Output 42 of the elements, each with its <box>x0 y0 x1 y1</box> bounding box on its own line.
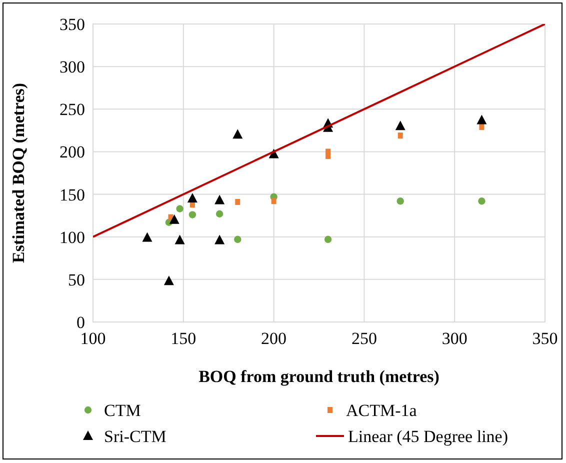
x-tick-label: 200 <box>261 329 287 348</box>
point <box>395 120 406 130</box>
point <box>398 132 403 139</box>
y-tick-label: 350 <box>60 15 85 34</box>
point <box>271 198 276 204</box>
x-tick-label: 300 <box>442 329 468 348</box>
y-tick-label: 100 <box>60 228 85 247</box>
y-tick-label: 50 <box>68 270 85 290</box>
point <box>476 114 487 124</box>
y-tick-label: 0 <box>76 313 85 332</box>
legend-label: ACTM-1a <box>346 401 418 420</box>
x-tick-label: 350 <box>532 329 558 348</box>
x-tick-label: 250 <box>351 329 377 348</box>
point <box>176 205 184 212</box>
y-axis-title: Estimated BOQ (metres) <box>9 82 28 264</box>
point <box>142 232 152 242</box>
point <box>479 124 484 130</box>
point <box>478 197 486 205</box>
y-tick-label: 250 <box>60 100 85 120</box>
point <box>326 148 331 155</box>
x-tick-label: 100 <box>80 329 106 348</box>
y-tick-label: 200 <box>60 142 85 162</box>
point <box>214 194 225 204</box>
point <box>396 197 404 205</box>
legend-label: Sri-CTM <box>104 427 166 446</box>
point <box>169 214 180 224</box>
point <box>235 198 240 205</box>
x-axis-title: BOQ from ground truth (metres) <box>198 367 440 386</box>
point <box>232 129 243 139</box>
legend-label: Linear (45 Degree line) <box>348 427 508 446</box>
point <box>164 276 174 286</box>
x-tick-label: 150 <box>170 329 196 348</box>
point <box>216 210 224 218</box>
point <box>234 236 242 244</box>
point <box>324 236 332 244</box>
point <box>187 193 198 203</box>
point <box>214 234 225 244</box>
point <box>174 234 185 244</box>
y-tick-label: 150 <box>60 185 85 204</box>
point <box>188 211 196 218</box>
legend-label: CTM <box>104 401 141 420</box>
y-tick-label: 300 <box>60 58 85 77</box>
